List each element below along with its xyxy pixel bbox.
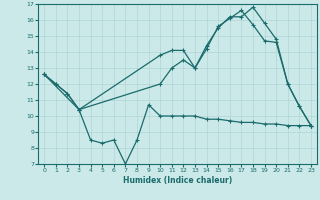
X-axis label: Humidex (Indice chaleur): Humidex (Indice chaleur) [123, 176, 232, 185]
